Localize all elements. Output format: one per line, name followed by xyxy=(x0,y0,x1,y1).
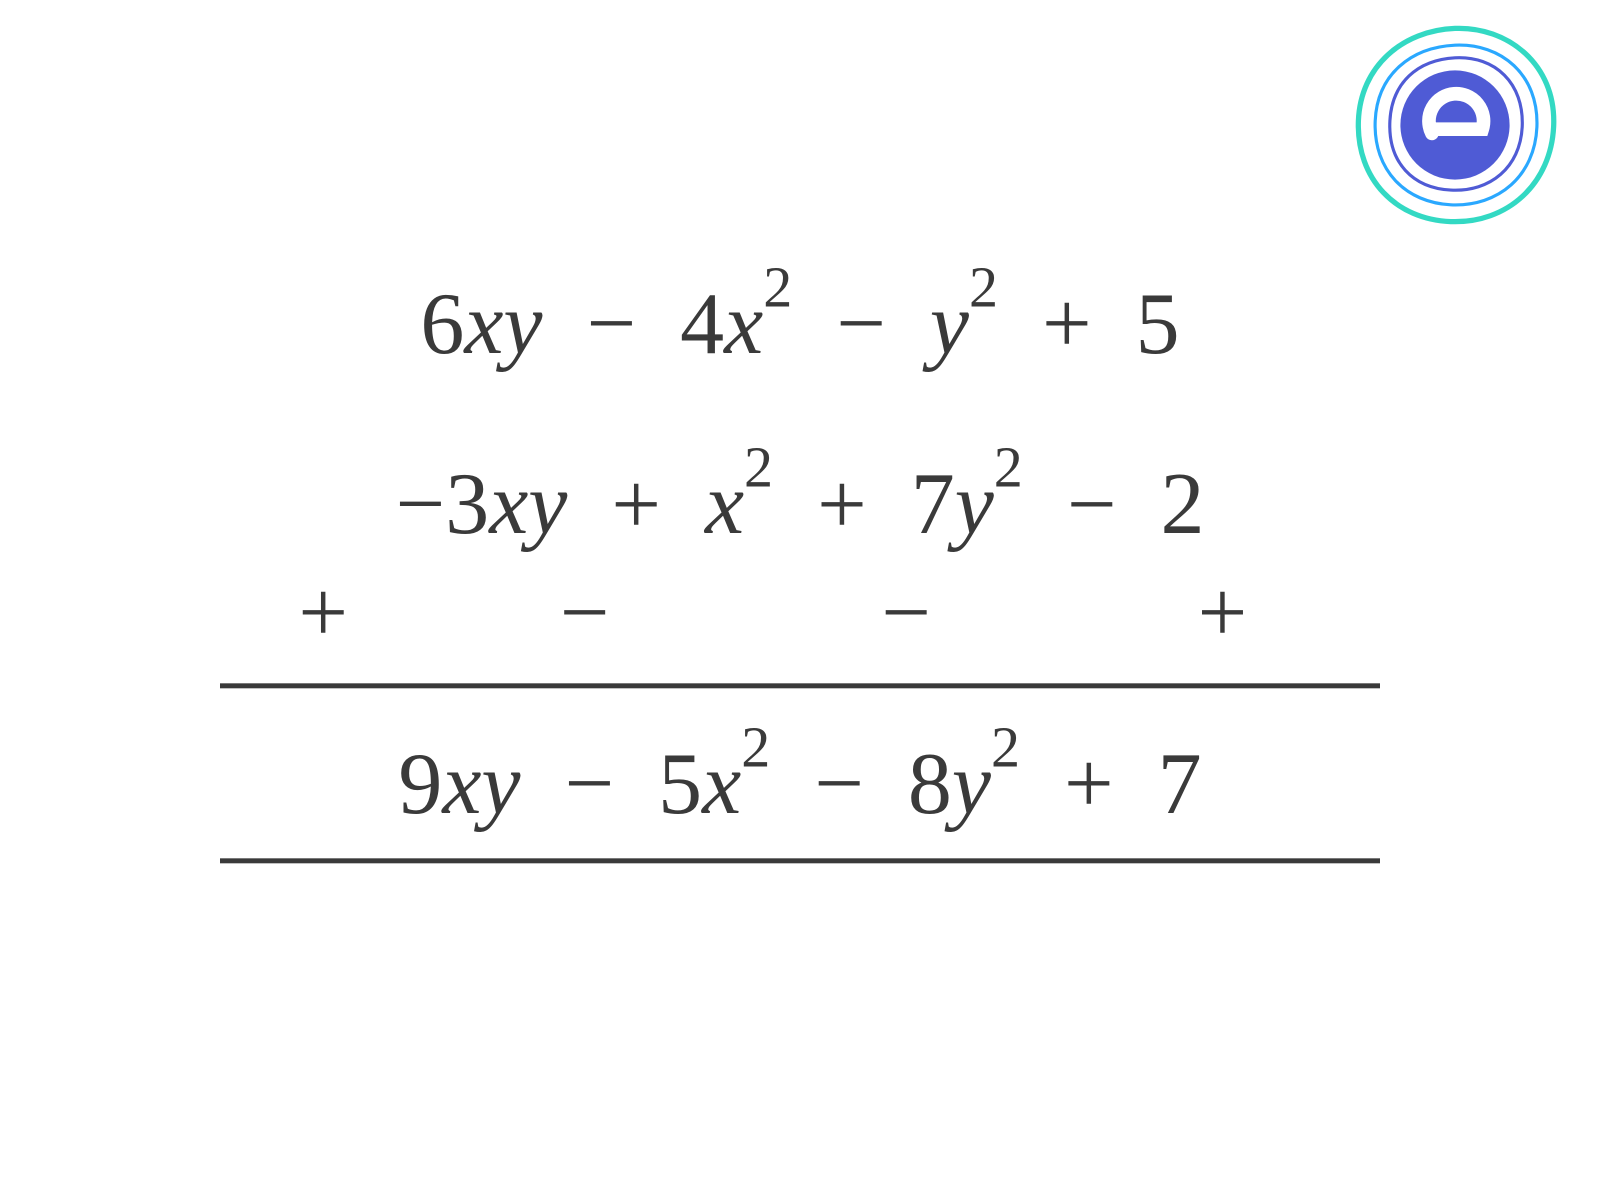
sign-change-3: − xyxy=(758,569,1058,657)
r-t1-coef: 9 xyxy=(398,735,442,832)
l2-t2-exp: 2 xyxy=(744,434,773,499)
brand-logo xyxy=(1350,20,1560,230)
sign-change-row: + − − + xyxy=(220,569,1380,657)
l2-t1-var: xy xyxy=(489,456,567,553)
brand-logo-svg xyxy=(1350,20,1560,230)
l1-t3-exp: 2 xyxy=(969,254,998,319)
l1-t2-exp: 2 xyxy=(763,254,792,319)
r-t2-coef: 5 xyxy=(658,735,702,832)
minuend-row: 6xy − 4x2 − y2 + 5 xyxy=(220,258,1380,368)
sign-change-4: + xyxy=(1085,569,1365,657)
l2-op2: + xyxy=(795,461,889,549)
l2-t3-coef: 7 xyxy=(911,456,955,553)
r-t3-exp: 2 xyxy=(991,714,1020,779)
r-t3-var: y xyxy=(952,735,991,832)
l2-t3-exp: 2 xyxy=(994,434,1023,499)
rule-top xyxy=(220,683,1380,688)
l1-t1-var: xy xyxy=(464,275,542,372)
rule-bottom xyxy=(220,858,1380,863)
l1-op1: − xyxy=(564,280,658,368)
equation-block: 6xy − 4x2 − y2 + 5 −3xy + x2 + 7y2 − 2 +… xyxy=(220,258,1380,863)
l2-t1-sign: − xyxy=(396,456,446,553)
l1-op3: + xyxy=(1020,280,1114,368)
sign-change-1: + xyxy=(235,569,415,657)
r-op1: − xyxy=(542,740,636,828)
l1-t3-var: y xyxy=(930,275,969,372)
r-op3: + xyxy=(1042,740,1136,828)
l1-t4-const: 5 xyxy=(1136,275,1180,372)
l1-op2: − xyxy=(814,280,908,368)
sign-change-2: − xyxy=(442,569,732,657)
r-t4-const: 7 xyxy=(1158,735,1202,832)
r-t3-coef: 8 xyxy=(908,735,952,832)
l1-t2-var: x xyxy=(724,275,763,372)
l1-t2-coef: 4 xyxy=(680,275,724,372)
l2-op3: − xyxy=(1045,461,1139,549)
r-t1-var: xy xyxy=(442,735,520,832)
result-row: 9xy − 5x2 − 8y2 + 7 xyxy=(220,718,1380,828)
r-t2-exp: 2 xyxy=(741,714,770,779)
l1-t1-coef: 6 xyxy=(420,275,464,372)
l2-t2-var: x xyxy=(705,456,744,553)
subtrahend-row: −3xy + x2 + 7y2 − 2 xyxy=(220,438,1380,548)
r-t2-var: x xyxy=(702,735,741,832)
l2-t4-const: 2 xyxy=(1160,456,1204,553)
l2-t3-var: y xyxy=(955,456,994,553)
l2-t1-coef: 3 xyxy=(445,456,489,553)
l2-op1: + xyxy=(589,461,683,549)
r-op2: − xyxy=(792,740,886,828)
